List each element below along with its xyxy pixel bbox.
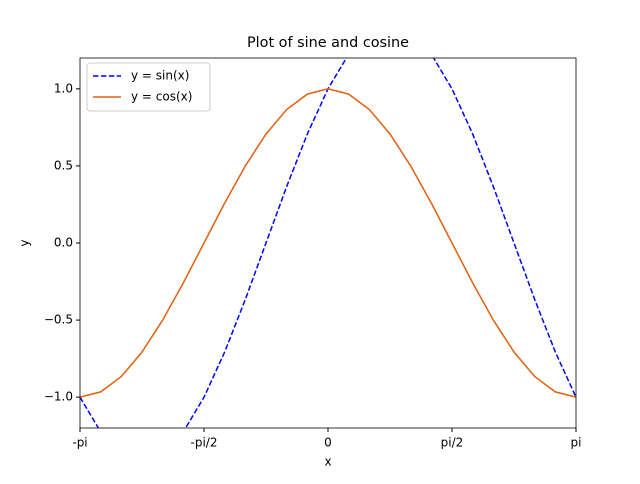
x-axis-label: x bbox=[324, 455, 331, 469]
x-tick-label: -pi/2 bbox=[191, 436, 218, 450]
x-tick-label: -pi bbox=[72, 436, 87, 450]
legend-box bbox=[86, 62, 211, 112]
plot-frame bbox=[79, 57, 577, 429]
x-tick-label: pi bbox=[571, 436, 582, 450]
x-tick-label: 0 bbox=[324, 436, 332, 450]
y-tick-label: 1.0 bbox=[54, 81, 73, 95]
plot-area bbox=[80, 58, 576, 428]
y-tick-label: 0.0 bbox=[54, 236, 73, 250]
x-tick-label: pi/2 bbox=[441, 436, 464, 450]
y-tick-label: −0.5 bbox=[44, 313, 73, 327]
series-line bbox=[80, 88, 576, 398]
y-tick-label: −1.0 bbox=[44, 390, 73, 404]
legend-label: y = sin(x) bbox=[131, 69, 189, 83]
legend-label: y = cos(x) bbox=[131, 90, 192, 104]
y-tick-label: 0.5 bbox=[54, 158, 73, 172]
chart-title: Plot of sine and cosine bbox=[247, 35, 409, 51]
y-axis-label: y bbox=[18, 239, 32, 246]
